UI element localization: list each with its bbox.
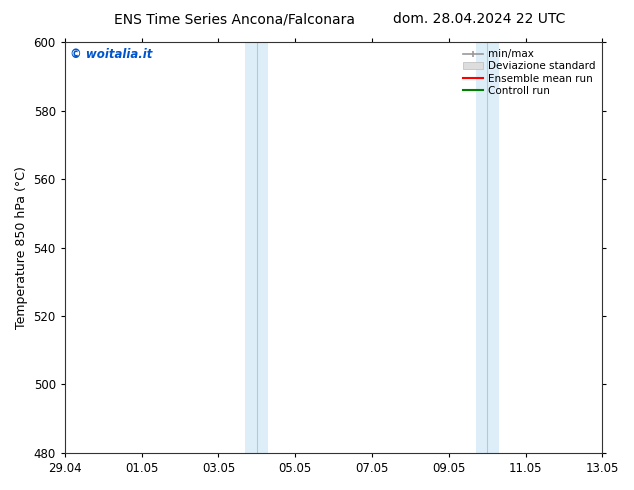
Text: © woitalia.it: © woitalia.it	[70, 48, 153, 61]
Text: dom. 28.04.2024 22 UTC: dom. 28.04.2024 22 UTC	[393, 12, 566, 26]
Legend: min/max, Deviazione standard, Ensemble mean run, Controll run: min/max, Deviazione standard, Ensemble m…	[460, 47, 597, 98]
Text: ENS Time Series Ancona/Falconara: ENS Time Series Ancona/Falconara	[114, 12, 355, 26]
Bar	[487, 42, 499, 453]
Bar	[245, 42, 257, 453]
Bar	[476, 42, 487, 453]
Bar	[257, 42, 268, 453]
Y-axis label: Temperature 850 hPa (°C): Temperature 850 hPa (°C)	[15, 166, 28, 329]
